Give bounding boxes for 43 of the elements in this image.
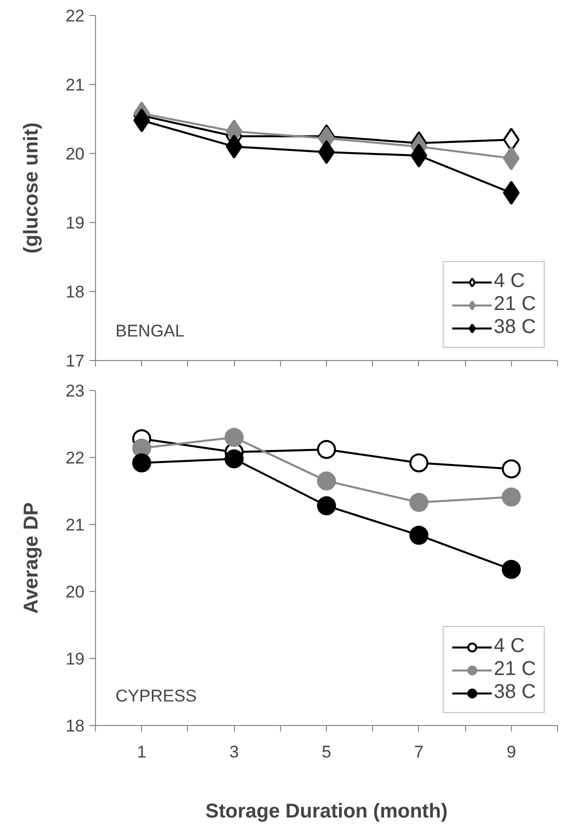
point <box>224 449 244 468</box>
legend-label: 4 C <box>494 635 525 658</box>
x-axis-title: Storage Duration (month) <box>205 800 448 822</box>
point <box>317 496 336 516</box>
legend-label: 38 C <box>494 681 536 704</box>
point <box>502 560 521 579</box>
y-tick-label: 19 <box>66 650 85 668</box>
point <box>409 453 428 472</box>
point <box>224 428 244 447</box>
annotation: BENGAL <box>116 322 184 340</box>
y-tick-label: 17 <box>66 352 85 370</box>
y-tick-label: 19 <box>66 214 85 232</box>
x-tick-label: 7 <box>414 742 424 762</box>
point <box>317 440 336 459</box>
y-axis-title: (glucose unit) <box>20 122 43 254</box>
x-tick-label: 3 <box>229 742 239 762</box>
legend-label: 38 C <box>494 316 536 339</box>
y-tick-label: 23 <box>66 382 85 400</box>
annotation: CYPRESS <box>116 686 197 706</box>
x-tick-label: 1 <box>136 742 146 762</box>
point <box>317 471 336 490</box>
y-tick-label: 22 <box>66 6 85 26</box>
point <box>133 108 150 132</box>
y-tick-label: 22 <box>66 448 85 468</box>
point <box>502 488 521 507</box>
legend-label: 21 C <box>494 658 536 681</box>
point <box>409 526 428 545</box>
point <box>132 453 152 472</box>
x-tick-label: 5 <box>322 742 332 762</box>
y-tick-label: 20 <box>66 144 85 164</box>
legend-label: 4 C <box>494 270 525 293</box>
legend-label: 21 C <box>494 293 536 316</box>
point <box>502 146 520 170</box>
x-tick-label: 9 <box>506 742 516 762</box>
y-tick-label: 21 <box>66 516 85 534</box>
y-tick-label: 18 <box>66 282 85 302</box>
y-tick-label: 18 <box>66 716 85 736</box>
point <box>502 459 521 478</box>
point <box>409 492 428 512</box>
y-tick-label: 21 <box>66 76 85 94</box>
y-tick-label: 20 <box>66 582 85 602</box>
y-axis-title: Average DP <box>20 502 43 614</box>
point <box>502 180 520 205</box>
